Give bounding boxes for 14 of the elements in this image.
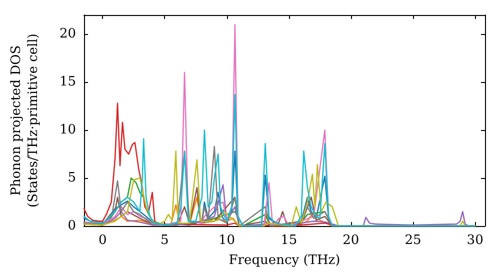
x-tick-label: 15 (280, 233, 298, 248)
y-tick-label: 15 (59, 74, 76, 90)
x-tick-label: 0 (98, 233, 107, 248)
y-axis-title: Phonon projected DOS (States/THz·primitive cell) (9, 33, 41, 208)
x-tick-label: 30 (466, 233, 484, 248)
x-tick-label: 20 (342, 233, 360, 248)
y-tick-label: 0 (68, 218, 76, 234)
y-tick-label: 20 (59, 26, 76, 42)
y-tick-label: 10 (59, 122, 76, 138)
y-tick-label: 5 (68, 170, 76, 186)
x-tick-label: 25 (404, 233, 422, 248)
x-tick-label: 5 (160, 233, 169, 248)
x-axis-title: Frequency (THz) (228, 253, 340, 268)
x-tick-label: 10 (218, 233, 236, 248)
